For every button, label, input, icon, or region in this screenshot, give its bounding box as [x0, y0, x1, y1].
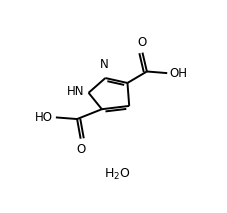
Text: H$_2$O: H$_2$O — [103, 166, 130, 181]
Text: HO: HO — [35, 111, 53, 124]
Text: OH: OH — [169, 67, 187, 80]
Text: O: O — [76, 143, 85, 156]
Text: O: O — [137, 36, 146, 49]
Text: HN: HN — [66, 85, 84, 98]
Text: N: N — [100, 59, 108, 72]
